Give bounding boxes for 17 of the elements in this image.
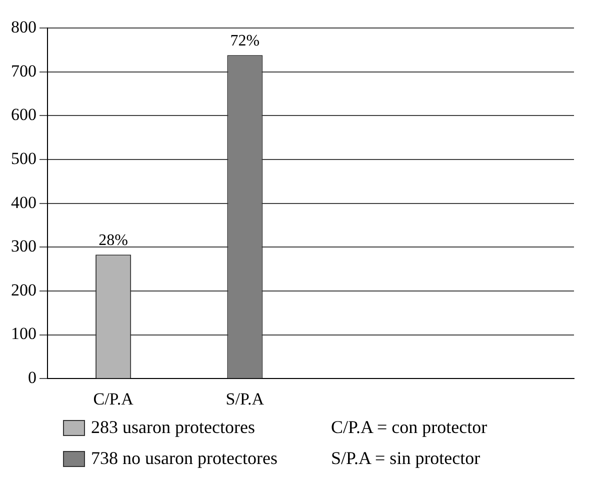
y-tick-label: 400: [11, 192, 36, 212]
text: S/P.A = sin protector: [331, 448, 480, 469]
y-tick-label: 700: [11, 61, 36, 80]
annotation: 72%: [230, 32, 260, 50]
y-tick-label: 200: [11, 280, 36, 300]
y-tick-label: 0: [28, 368, 36, 388]
y-tick-label: 500: [11, 148, 36, 168]
annotation: 28%: [98, 232, 128, 249]
x-tick-label: C/P.A: [93, 389, 134, 408]
legend-label: 738 no usaron protectores: [91, 448, 278, 469]
legend-label: 283 usaron protectores: [91, 417, 256, 438]
y-tick-label: 300: [11, 236, 36, 256]
y-tick-label: 100: [11, 324, 36, 344]
y-tick-label: 800: [11, 17, 36, 36]
x-tick-label: S/P.A: [226, 389, 265, 408]
y-tick-label: 600: [11, 105, 36, 124]
text: C/P.A = con protector: [331, 417, 488, 438]
